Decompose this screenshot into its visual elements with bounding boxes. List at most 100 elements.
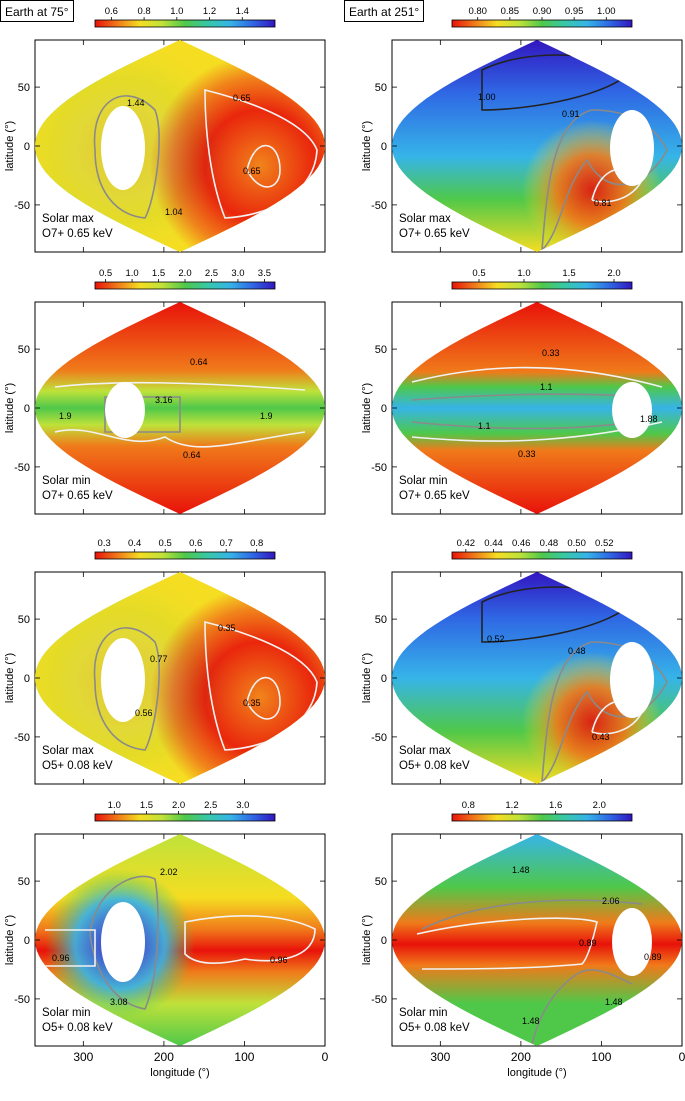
panel-4b-contour: [416, 917, 598, 970]
panel-4b-xtick-label: 200: [511, 1050, 531, 1064]
panel-3a: 0.3 0.4 0.5 0.6 0.7 0.8 0.77 0.56 0.35 0.35 Solar …: [4, 538, 326, 785]
panel-4b-colorbar-label: 2.0: [593, 800, 606, 811]
panel-2b-annotation: Solar min: [399, 475, 448, 487]
panel-1a-contour-label: 1.44: [127, 98, 145, 108]
panel-4b-contour-label: 1.48: [512, 865, 530, 875]
panel-2b-contour-label: 0.33: [542, 348, 560, 358]
panel-4b-contour-label: 1.48: [605, 997, 623, 1007]
panel-3a-contour-label: 0.77: [150, 654, 168, 664]
panel-1b-ylabel: latitude (°): [361, 121, 373, 171]
panel-2b-contour-label: 1.1: [540, 382, 553, 392]
panel-4a-annotation: O5+ 0.08 keV: [42, 1022, 113, 1034]
panel-3b-colorbar-label: 0.52: [595, 538, 614, 549]
panel-2a-contour-label: 0.64: [190, 357, 208, 367]
panel-1a-data-gap: [101, 106, 145, 190]
panel-2b-contour-label: 1.88: [640, 414, 658, 424]
panel-3b-data-gap: [610, 642, 654, 718]
panel-1a-colorbar: [94, 19, 276, 28]
panel-2b-ytick-label: 50: [375, 344, 387, 356]
panel-4b-contour: [531, 969, 633, 1045]
panel-4b-annotation: O5+ 0.08 keV: [399, 1022, 470, 1034]
panel-2a-colorbar-label: 2.0: [178, 268, 191, 279]
panel-4a: 1.0 1.5 2.0 2.5 3.0 2.02 0.96 3.08 0.96 Solar min…: [4, 800, 329, 1079]
panel-3a-contour: [246, 676, 281, 720]
panel-3a-contour: [93, 627, 160, 751]
panel-3a-colorbar-label: 0.8: [250, 538, 263, 549]
panel-3a-annotation: Solar max: [42, 745, 94, 757]
panel-4a-contour-label: 3.08: [110, 997, 128, 1007]
panel-1b: 0.80 0.85 0.90 0.95 1.00 1.00 0.91 0.81 Solar ma…: [361, 6, 683, 253]
panel-4a-xtick-label: 300: [73, 1050, 93, 1064]
panel-4b-ytick-label: 0: [381, 935, 387, 947]
panel-3b-contour-label: 0.48: [568, 646, 586, 656]
panel-1b-colorbar-label: 1.00: [597, 6, 616, 17]
panel-4b-xtick-label: 300: [430, 1050, 450, 1064]
panel-3a-annotation: O5+ 0.08 keV: [42, 760, 113, 772]
panel-2b-contour: [411, 366, 663, 388]
panel-2b-colorbar-label: 2.0: [607, 268, 620, 279]
panel-2b-colorbar-label: 1.5: [562, 268, 575, 279]
panel-4b-xlabel: longitude (°): [507, 1067, 566, 1079]
panel-3b-ylabel: latitude (°): [361, 653, 373, 703]
panel-3b-colorbar: [451, 551, 633, 560]
panel-3b-colorbar-label: 0.44: [484, 538, 503, 549]
panel-4b-contour-label: 1.48: [522, 1016, 540, 1026]
panel-2b: 0.5 1.0 1.5 2.0 0.33 1.1 1.1 1.88 0.33 Solar min O…: [361, 268, 683, 515]
panel-1a-ylabel: latitude (°): [4, 121, 16, 171]
panel-2b-ytick-label: -50: [371, 462, 387, 474]
panel-3b-ytick-label: 50: [375, 614, 387, 626]
panel-1a-annotation: O7+ 0.65 keV: [42, 228, 113, 240]
panel-3a-colorbar-label: 0.5: [159, 538, 172, 549]
panel-3a-colorbar-label: 0.3: [98, 538, 111, 549]
panel-4a-colorbar-label: 2.5: [204, 800, 217, 811]
panel-1a-ytick-label: -50: [14, 200, 30, 212]
panel-3a-colorbar: [94, 551, 276, 560]
panel-3a-data-gap: [101, 638, 145, 722]
panel-2b-contour-label: 0.33: [518, 449, 536, 459]
panel-3b-annotation: O5+ 0.08 keV: [399, 760, 470, 772]
panel-1a-contour-label: 0.65: [243, 166, 261, 176]
panel-2a-annotation: O7+ 0.65 keV: [42, 490, 113, 502]
panel-2a-ytick-label: 50: [18, 344, 30, 356]
panel-4a-ytick-label: -50: [14, 994, 30, 1006]
panel-4b-colorbar-label: 0.8: [462, 800, 475, 811]
panel-1a-ytick-label: 0: [24, 141, 30, 153]
panel-2a-contour-label: 1.9: [59, 411, 72, 421]
panel-4b-xtick-label: 100: [591, 1050, 611, 1064]
panel-3b-colorbar-label: 0.46: [512, 538, 531, 549]
panel-2b-contour-label: 1.1: [478, 421, 491, 431]
panel-4b-colorbar-label: 1.2: [505, 800, 518, 811]
panel-3b-colorbar-label: 0.50: [567, 538, 586, 549]
panel-4a-xtick-label: 0: [322, 1050, 329, 1064]
panel-4a-xtick-label: 200: [154, 1050, 174, 1064]
panel-3b-ytick-label: -50: [371, 732, 387, 744]
panel-1a-colorbar-label: 0.8: [137, 6, 150, 17]
panel-1a-contour: [93, 95, 160, 219]
panel-1a-colorbar-label: 1.4: [236, 6, 249, 17]
panel-2a-colorbar-label: 1.5: [152, 268, 165, 279]
panel-2a-colorbar-label: 2.5: [205, 268, 218, 279]
panel-4a-colorbar-label: 1.5: [140, 800, 153, 811]
panel-3a-ytick-label: 0: [24, 673, 30, 685]
panel-1b-contour-label: 0.81: [594, 198, 612, 208]
panel-1b-colorbar-label: 0.90: [533, 6, 552, 17]
earth-position-right: Earth at 251°: [344, 0, 425, 22]
panel-3b-contour-label: 0.52: [487, 634, 505, 644]
panel-2b-colorbar-label: 1.0: [517, 268, 530, 279]
panel-2a-contour-label: 1.9: [260, 411, 273, 421]
panel-2a-colorbar-label: 3.5: [258, 268, 271, 279]
panel-2a-data-gap: [105, 382, 145, 438]
panel-4a-colorbar-label: 1.0: [108, 800, 121, 811]
panel-2a-ylabel: latitude (°): [4, 383, 16, 433]
panel-2a-ytick-label: 0: [24, 403, 30, 415]
panel-1b-ytick-label: 50: [375, 82, 387, 94]
panel-1b-contour: [541, 109, 668, 251]
panel-4b-colorbar-label: 1.6: [549, 800, 562, 811]
panel-1a-contour: [246, 144, 281, 188]
panel-3a-contour-label: 0.35: [243, 698, 261, 708]
panel-1b-colorbar: [451, 19, 633, 28]
panel-3a-ytick-label: -50: [14, 732, 30, 744]
panel-2a-contour-label: 0.64: [183, 450, 201, 460]
panel-4b-contour: [421, 899, 643, 930]
